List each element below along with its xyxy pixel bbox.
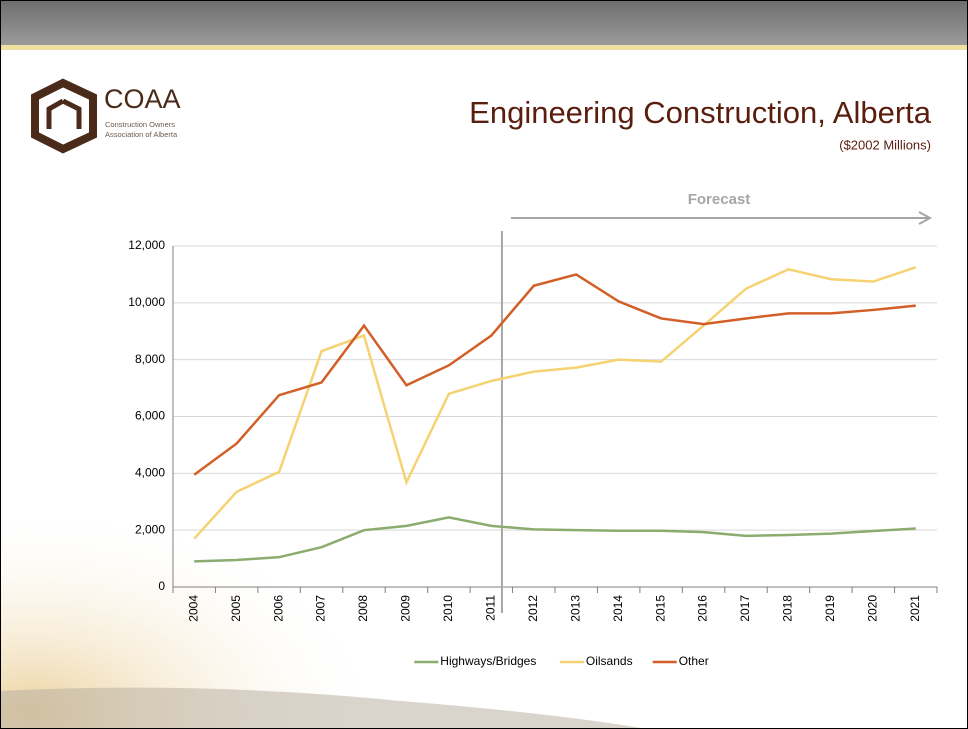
x-tick-label: 2011	[484, 595, 498, 621]
y-tick-label: 2,000	[135, 522, 165, 536]
background-glow	[1, 381, 601, 728]
x-tick-label: 2016	[696, 595, 710, 622]
y-tick-label: 4,000	[135, 466, 165, 480]
x-tick-label: 2012	[526, 595, 540, 622]
annotation: Forecast	[688, 191, 751, 208]
x-tick-label: 2006	[271, 595, 285, 622]
x-tick-label: 2005	[229, 595, 243, 622]
logo-name: COAA	[104, 84, 181, 114]
chart: COAA Construction Owners Association of …	[1, 1, 967, 728]
x-tick-label: 2004	[186, 595, 200, 622]
logo-mark-inner	[49, 101, 79, 129]
y-tick-label: 12,000	[128, 238, 165, 252]
logo-line: Association of Alberta	[105, 130, 178, 139]
y-tick-label: 10,000	[128, 295, 165, 309]
x-tick-label: 2019	[823, 595, 837, 622]
y-tick-label: 8,000	[135, 352, 165, 366]
x-tick-label: 2010	[441, 595, 455, 622]
x-tick-label: 2007	[314, 595, 328, 622]
y-tick-label: 0	[158, 579, 165, 593]
logo: COAA Construction Owners Association of …	[35, 83, 181, 149]
slide: COAA Construction Owners Association of …	[0, 0, 968, 729]
x-tick-label: 2017	[738, 595, 752, 622]
logo-line: Construction Owners	[105, 120, 175, 129]
x-tick-label: 2021	[908, 595, 922, 622]
x-tick-label: 2014	[611, 595, 625, 622]
x-tick-label: 2018	[781, 595, 795, 622]
x-tick-label: 2008	[356, 595, 370, 622]
x-tick-label: 2009	[399, 595, 413, 622]
chart-title: Engineering Construction, Alberta	[469, 95, 932, 130]
legend-label: Highways/Bridges	[440, 654, 536, 668]
x-tick-label: 2015	[653, 595, 667, 622]
y-tick-label: 6,000	[135, 409, 165, 423]
x-tick-label: 2020	[866, 595, 880, 622]
x-tick-label: 2013	[568, 595, 582, 622]
logo-mark	[35, 83, 93, 149]
top-bar	[1, 1, 967, 45]
legend-label: Oilsands	[586, 654, 633, 668]
legend-label: Other	[679, 654, 709, 668]
chart-subtitle: ($2002 Millions)	[839, 137, 931, 152]
top-stripe	[1, 45, 967, 50]
